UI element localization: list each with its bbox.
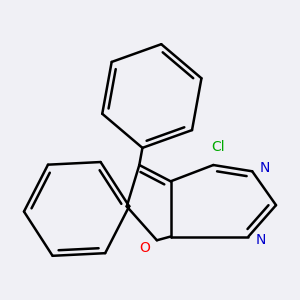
- Text: Cl: Cl: [212, 140, 225, 154]
- Text: N: N: [256, 233, 266, 247]
- Text: O: O: [139, 241, 150, 255]
- Text: N: N: [260, 160, 270, 175]
